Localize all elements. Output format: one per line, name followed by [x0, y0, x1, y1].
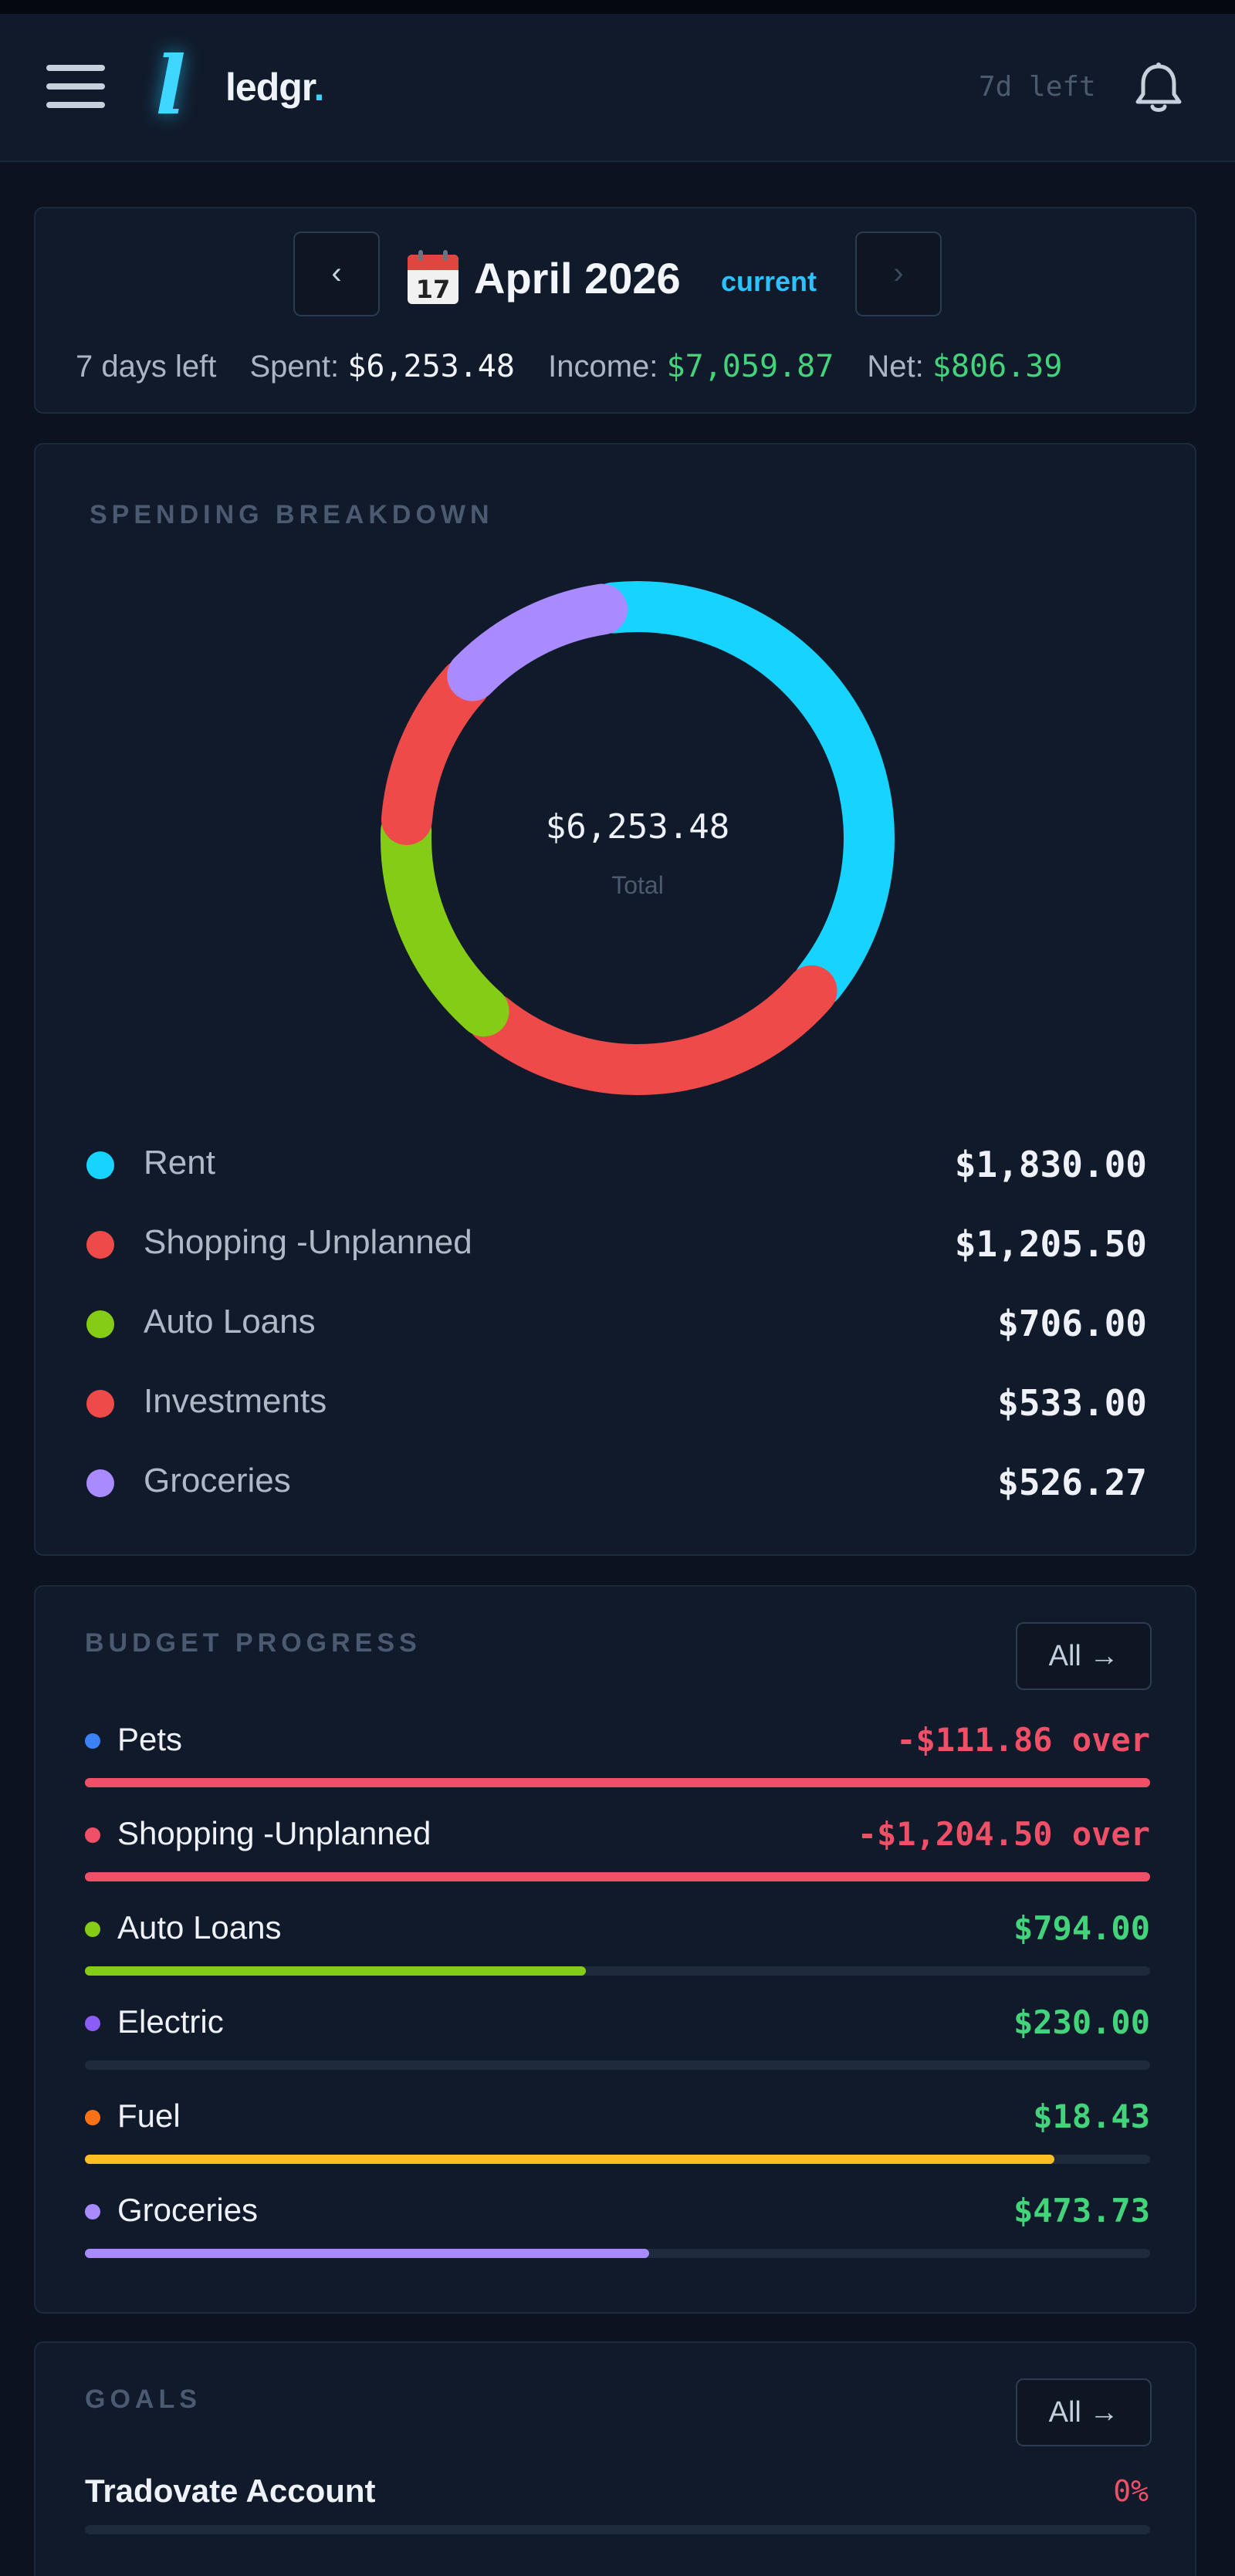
- month-title: April 2026: [474, 254, 681, 303]
- budget-row[interactable]: Shopping -Unplanned -$1,204.50 over: [85, 1810, 1150, 1881]
- budget-dot: [85, 1922, 100, 1937]
- net-label: Net:: [867, 350, 924, 384]
- budget-value: -$1,204.50 over: [857, 1815, 1150, 1853]
- budget-dot: [85, 2110, 100, 2125]
- budget-value: $794.00: [1013, 1909, 1150, 1947]
- donut-segment-auto-loans[interactable]: [381, 805, 509, 1037]
- legend-item[interactable]: Groceries $526.27: [86, 1457, 1147, 1503]
- budget-label: Fuel: [117, 2098, 181, 2134]
- legend-item[interactable]: Shopping -Unplanned $1,205.50: [86, 1219, 1147, 1265]
- budget-dot: [85, 2016, 100, 2031]
- budget-progress-fill: [85, 1872, 1150, 1881]
- budget-progress-track: [85, 1778, 1150, 1787]
- section-title: SPENDING BREAKDOWN: [90, 500, 494, 529]
- donut-segment-shopping-unplanned[interactable]: [467, 965, 837, 1095]
- legend-dot: [86, 1231, 114, 1259]
- days-left-text: 7 days left: [76, 350, 217, 384]
- budget-row[interactable]: Groceries $473.73: [85, 2187, 1150, 2258]
- budget-progress-card: BUDGET PROGRESS All → Pets -$111.86 over S…: [34, 1585, 1196, 2314]
- legend-label: Groceries: [144, 1462, 291, 1499]
- donut-segment-rent[interactable]: [587, 581, 895, 1008]
- spent-value: $6,253.48: [347, 349, 515, 384]
- budget-progress-track: [85, 1966, 1150, 1976]
- spending-breakdown-card: SPENDING BREAKDOWN $6,253.48 Total Rent $…: [34, 443, 1196, 1556]
- budget-all-button[interactable]: All →: [1016, 1622, 1152, 1690]
- legend-label: Auto Loans: [144, 1303, 316, 1340]
- donut-chart: $6,253.48 Total: [381, 581, 895, 1095]
- income-value: $7,059.87: [666, 349, 834, 384]
- legend-dot: [86, 1390, 114, 1418]
- budget-progress-fill: [85, 2155, 1054, 2164]
- legend-dot: [86, 1151, 114, 1179]
- goals-all-button[interactable]: All →: [1016, 2378, 1152, 2446]
- goals-card: GOALS All → Tradovate Account 0%: [34, 2341, 1196, 2576]
- budget-progress-fill: [85, 2249, 650, 2258]
- legend-dot: [86, 1310, 114, 1338]
- next-month-button[interactable]: ›: [855, 232, 942, 316]
- top-bar: l ledgr. 7d left: [0, 0, 1235, 162]
- legend-label: Investments: [144, 1382, 327, 1420]
- net-value: $806.39: [932, 349, 1063, 384]
- donut-segment-investments[interactable]: [381, 658, 491, 845]
- status-strip: [0, 0, 1235, 14]
- prev-month-button[interactable]: ‹: [293, 232, 380, 316]
- bell-icon[interactable]: [1133, 62, 1184, 116]
- budget-value: $18.43: [1033, 2098, 1150, 2135]
- budget-label: Electric: [117, 2003, 224, 2040]
- budget-value: -$111.86 over: [896, 1721, 1150, 1759]
- income-label: Income:: [548, 350, 658, 384]
- budget-label: Shopping -Unplanned: [117, 1815, 431, 1851]
- budget-dot: [85, 2204, 100, 2219]
- legend-dot: [86, 1469, 114, 1497]
- budget-row[interactable]: Fuel $18.43: [85, 2093, 1150, 2164]
- budget-dot: [85, 1733, 100, 1749]
- current-tag: current: [721, 265, 817, 297]
- legend-item[interactable]: Investments $533.00: [86, 1378, 1147, 1424]
- legend-item[interactable]: Auto Loans $706.00: [86, 1298, 1147, 1344]
- budget-value: $230.00: [1013, 2003, 1150, 2041]
- budget-value: $473.73: [1013, 2192, 1150, 2229]
- calendar-icon: 17: [408, 250, 458, 304]
- goal-label: Tradovate Account: [85, 2473, 376, 2509]
- donut-total-value: $6,253.48: [546, 807, 729, 847]
- donut-total-label: Total: [611, 871, 664, 899]
- logo-text: ledgr.: [225, 66, 324, 109]
- budget-label: Groceries: [117, 2192, 259, 2228]
- budget-row[interactable]: Electric $230.00: [85, 1999, 1150, 2070]
- legend-value: $706.00: [997, 1303, 1147, 1344]
- legend-value: $526.27: [997, 1462, 1147, 1503]
- spent-label: Spent:: [249, 350, 340, 384]
- goal-percent: 0%: [1113, 2474, 1149, 2508]
- budget-row[interactable]: Pets -$111.86 over: [85, 1716, 1150, 1787]
- section-title: GOALS: [85, 2385, 201, 2414]
- budget-row[interactable]: Auto Loans $794.00: [85, 1905, 1150, 1976]
- budget-progress-fill: [85, 1966, 586, 1976]
- days-left-badge: 7d left: [979, 71, 1096, 103]
- budget-progress-track: [85, 2249, 1150, 2258]
- budget-progress-track: [85, 1872, 1150, 1881]
- legend-value: $533.00: [997, 1382, 1147, 1424]
- legend-value: $1,205.50: [954, 1223, 1147, 1265]
- donut-segment-groceries[interactable]: [447, 583, 628, 701]
- budget-dot: [85, 1827, 100, 1843]
- budget-progress-track: [85, 2060, 1150, 2070]
- logo-mark: l: [155, 38, 186, 133]
- budget-progress-fill: [85, 1778, 1150, 1787]
- legend-value: $1,830.00: [954, 1144, 1147, 1185]
- legend-label: Rent: [144, 1144, 215, 1182]
- goal-progress-track: [85, 2525, 1150, 2534]
- budget-label: Auto Loans: [117, 1909, 282, 1946]
- legend-item[interactable]: Rent $1,830.00: [86, 1139, 1147, 1185]
- calendar-day: 17: [416, 275, 451, 304]
- budget-label: Pets: [117, 1721, 183, 1757]
- legend-label: Shopping -Unplanned: [144, 1223, 472, 1261]
- budget-progress-track: [85, 2155, 1150, 2164]
- month-summary: 7 days left Spent: $6,253.48 Income: $7,…: [76, 349, 1062, 384]
- hamburger-icon[interactable]: [46, 62, 105, 111]
- month-selector-card: ‹ 17 April 2026 current › 7 days left Sp…: [34, 207, 1196, 414]
- section-title: BUDGET PROGRESS: [85, 1628, 421, 1658]
